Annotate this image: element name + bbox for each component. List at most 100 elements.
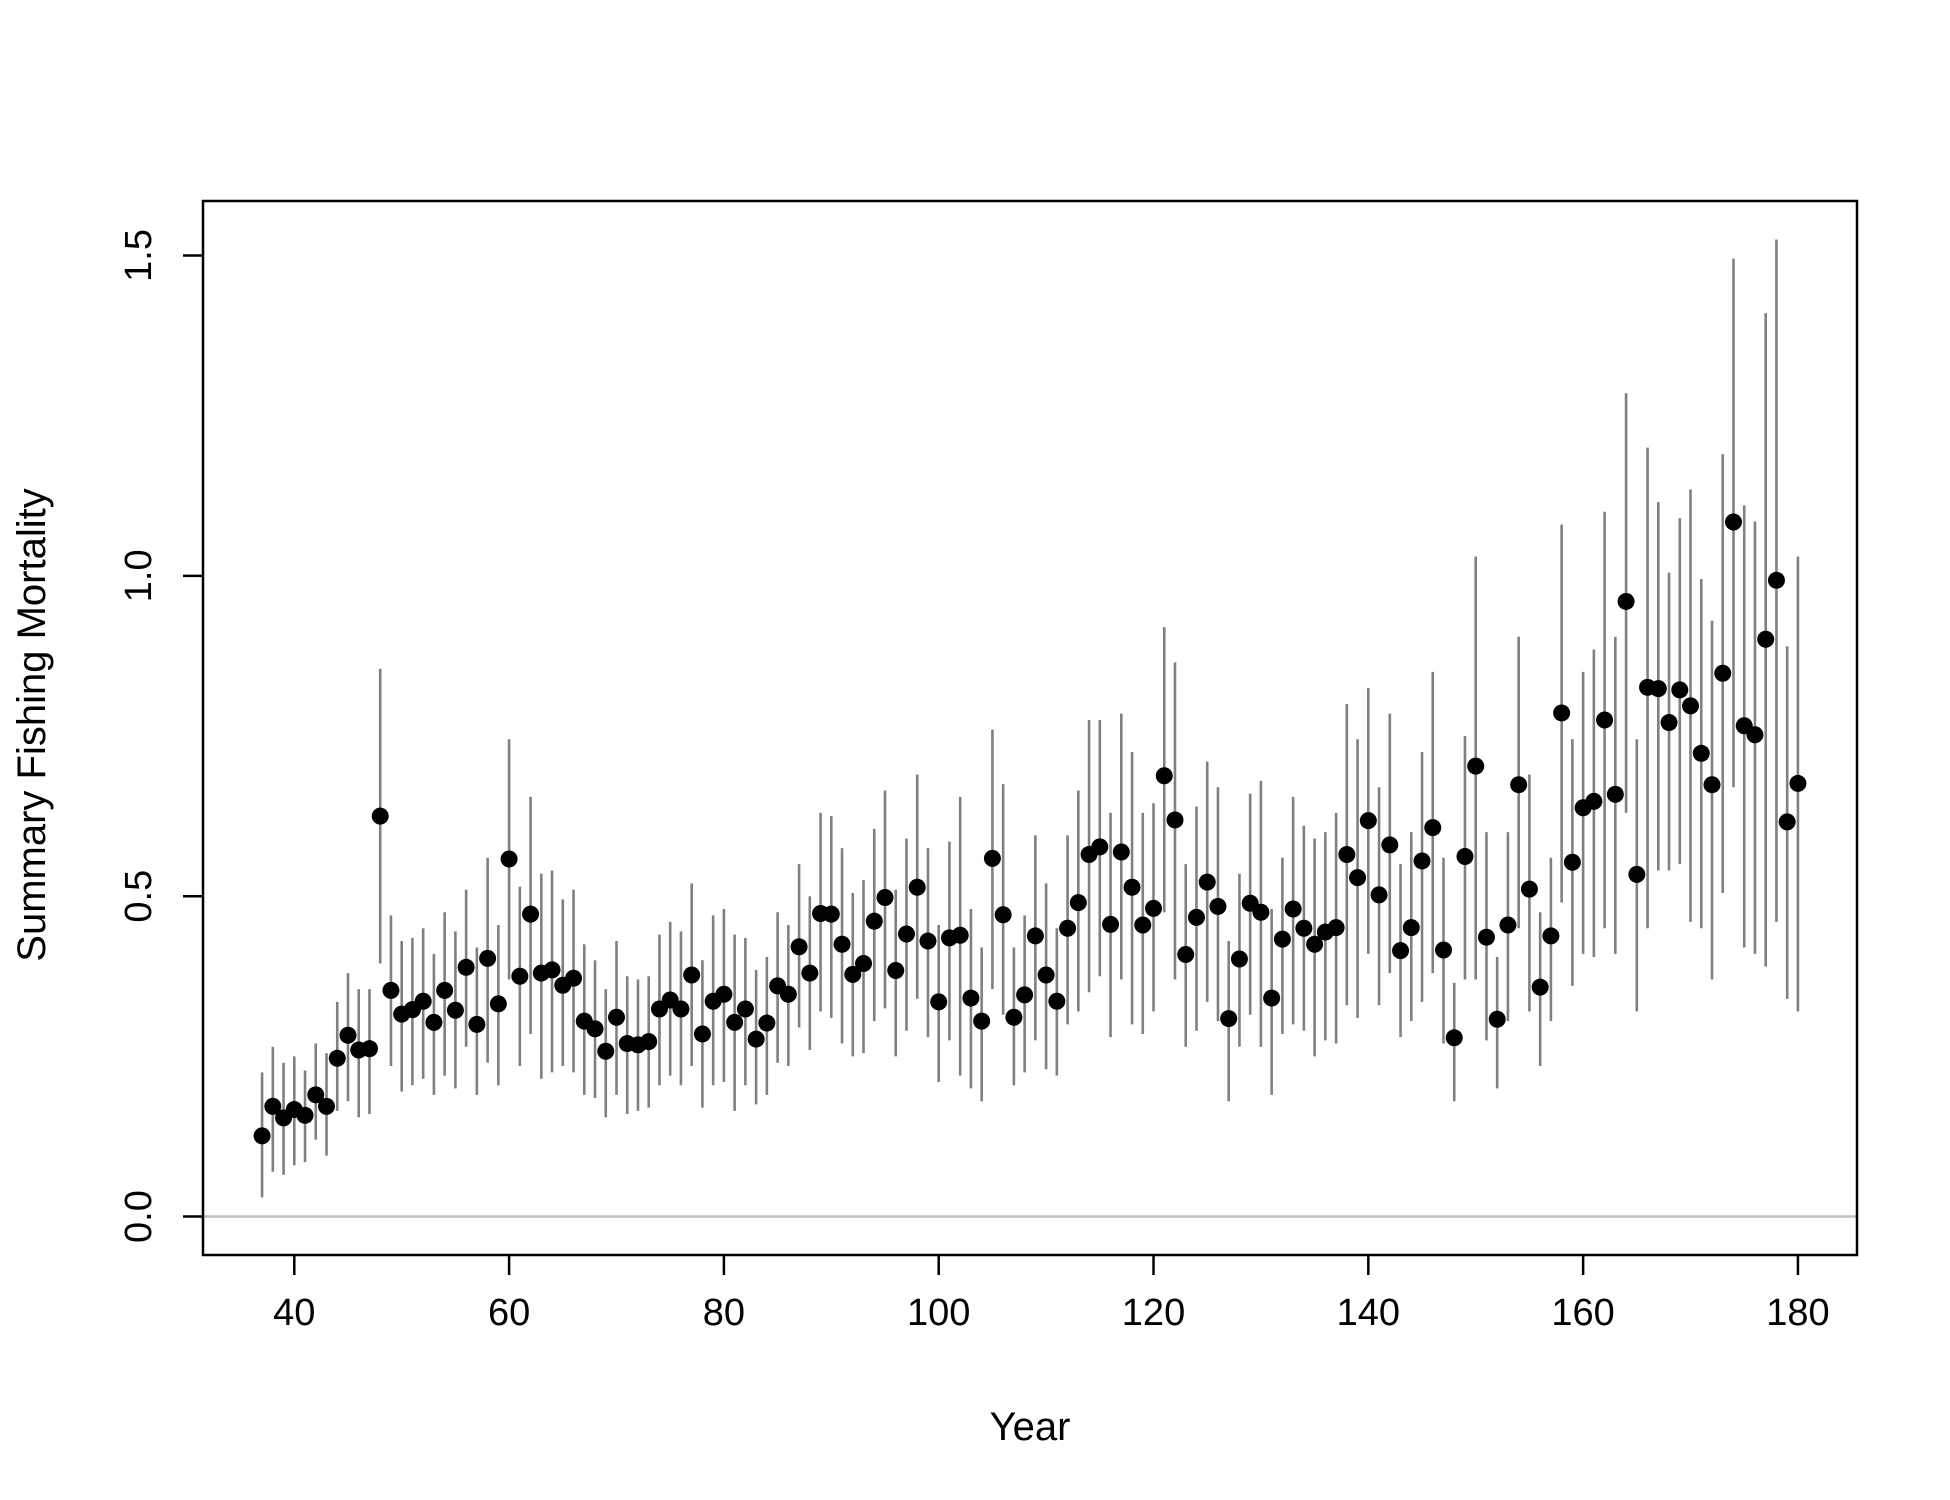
data-point — [1660, 714, 1678, 732]
data-point — [1338, 846, 1356, 864]
data-point — [693, 1025, 711, 1043]
y-tick-label: 1.0 — [118, 549, 160, 602]
x-tick-label: 140 — [1337, 1292, 1400, 1334]
data-point — [640, 1033, 658, 1051]
data-point — [1671, 681, 1689, 699]
data-point — [1413, 852, 1431, 870]
data-point — [1016, 986, 1034, 1004]
data-point — [1048, 992, 1066, 1010]
data-point — [897, 925, 915, 943]
data-point — [1649, 680, 1667, 698]
data-point — [855, 954, 873, 972]
data-point — [253, 1127, 271, 1145]
data-point — [608, 1008, 625, 1026]
data-point — [1069, 894, 1087, 912]
data-point — [1477, 928, 1495, 946]
data-point — [1778, 813, 1796, 831]
y-axis-ticks: 0.0 0.5 1.0 1.5 — [118, 229, 203, 1243]
data-point — [296, 1106, 314, 1124]
data-point — [1091, 838, 1109, 856]
data-point — [1209, 897, 1227, 915]
x-tick-label: 120 — [1122, 1292, 1185, 1334]
data-point — [1467, 757, 1485, 775]
data-point — [747, 1030, 765, 1048]
data-point — [1220, 1010, 1238, 1028]
data-point — [887, 962, 905, 980]
data-point — [371, 807, 389, 825]
data-point — [951, 926, 969, 944]
data-point — [479, 949, 497, 967]
data-point — [1059, 919, 1077, 937]
data-point — [1724, 513, 1742, 531]
data-point — [1606, 785, 1624, 803]
data-point — [930, 993, 948, 1011]
data-point — [736, 1000, 754, 1018]
data-point — [962, 989, 980, 1007]
data-point — [1714, 664, 1732, 682]
data-point — [1563, 853, 1581, 871]
data-point — [1435, 941, 1452, 959]
data-point — [833, 935, 851, 953]
data-point — [801, 964, 819, 982]
data-point — [1392, 942, 1410, 960]
data-point — [1295, 919, 1313, 937]
data-point — [489, 995, 507, 1013]
data-point — [1284, 900, 1302, 918]
data-point — [414, 992, 432, 1010]
data-point — [1166, 811, 1184, 829]
data-point — [436, 981, 454, 999]
data-point — [522, 905, 540, 923]
y-tick-label: 0.0 — [118, 1190, 160, 1243]
data-point — [1037, 966, 1055, 984]
data-point — [457, 958, 475, 976]
y-axis-label: Summary Fishing Mortality — [10, 488, 54, 961]
data-point — [468, 1015, 486, 1033]
y-tick-label: 0.5 — [118, 870, 160, 923]
data-point — [586, 1020, 604, 1038]
data-point — [1596, 711, 1614, 729]
data-point — [1542, 927, 1560, 945]
data-point — [1349, 869, 1367, 887]
data-point — [683, 966, 701, 984]
data-point — [1273, 930, 1291, 948]
data-point — [1327, 919, 1345, 937]
data-point — [790, 938, 808, 956]
data-point — [758, 1014, 776, 1032]
data-point — [1746, 726, 1764, 744]
plot-frame — [201, 199, 1859, 1257]
data-point-layer — [253, 513, 1807, 1145]
data-point — [1230, 950, 1248, 968]
data-point — [1187, 908, 1205, 926]
data-point — [983, 849, 1001, 867]
data-point — [264, 1097, 282, 1115]
data-point — [1198, 873, 1216, 891]
x-tick-label: 80 — [703, 1292, 745, 1334]
data-point — [382, 981, 400, 999]
data-point — [1402, 919, 1420, 937]
data-point — [543, 961, 561, 979]
x-axis-label: Year — [990, 1405, 1071, 1449]
data-point — [1757, 630, 1775, 648]
data-point — [908, 878, 926, 896]
data-point — [1703, 776, 1721, 794]
data-point — [1177, 945, 1195, 963]
data-point — [1263, 989, 1281, 1007]
data-point — [500, 850, 518, 868]
data-point — [779, 985, 797, 1003]
data-point — [1488, 1010, 1506, 1028]
data-point — [328, 1049, 346, 1067]
data-point — [1499, 916, 1517, 934]
x-tick-label: 180 — [1766, 1292, 1829, 1334]
data-point — [994, 906, 1012, 924]
data-point — [360, 1040, 378, 1058]
data-point — [726, 1013, 744, 1031]
data-point — [1145, 899, 1163, 917]
data-point — [1510, 776, 1528, 794]
x-tick-label: 60 — [488, 1292, 530, 1334]
data-point — [1123, 878, 1141, 896]
data-point — [919, 932, 937, 950]
data-point — [1553, 704, 1571, 722]
data-point — [1789, 774, 1807, 792]
data-point — [1682, 697, 1700, 715]
